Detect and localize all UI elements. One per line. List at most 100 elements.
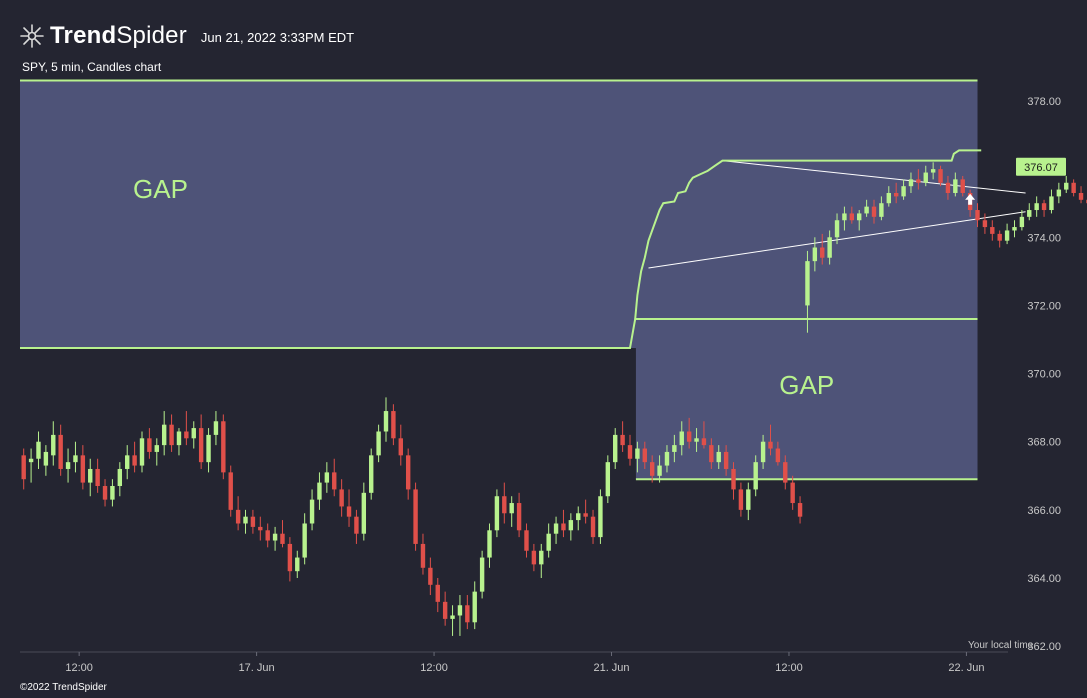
- candle-body: [768, 441, 773, 449]
- candle-body: [613, 434, 618, 463]
- brand-name-light: Spider: [116, 22, 187, 49]
- candle: [243, 509, 248, 534]
- candle-body: [716, 451, 721, 463]
- brand-name-bold: Trend: [50, 22, 117, 49]
- candle: [28, 448, 34, 483]
- candle: [857, 210, 862, 231]
- candle: [516, 492, 522, 538]
- candle-body: [413, 489, 418, 544]
- candle-body: [21, 455, 26, 480]
- candle-body: [376, 431, 381, 456]
- trendline: [722, 160, 1026, 194]
- x-axis: 12:00 17. Jun 12:00 21. Jun 12:00 22. Jun: [20, 651, 1008, 674]
- chart-subtitle: SPY, 5 min, Candles chart: [22, 60, 162, 74]
- candle-body: [258, 526, 263, 531]
- candle: [494, 489, 500, 538]
- candle-body: [58, 434, 63, 469]
- candle: [265, 523, 270, 548]
- candle: [990, 220, 995, 241]
- candle-body: [1064, 182, 1069, 190]
- candle-body: [605, 462, 611, 497]
- candle-body: [405, 455, 411, 490]
- candle: [664, 445, 670, 473]
- candle: [916, 169, 921, 190]
- candle-body: [465, 605, 470, 623]
- candle-body: [43, 451, 49, 466]
- candle: [546, 523, 551, 558]
- candle: [346, 489, 352, 527]
- candle-body: [945, 182, 951, 193]
- candle-body: [161, 424, 167, 446]
- candle-body: [709, 445, 714, 463]
- candle: [487, 523, 492, 568]
- candle: [280, 520, 285, 548]
- candle-body: [760, 441, 766, 463]
- candle: [997, 230, 1002, 248]
- y-tick-label: 372.00: [1027, 300, 1061, 312]
- candle: [627, 434, 633, 466]
- candle: [649, 455, 655, 483]
- candle: [213, 411, 219, 446]
- candle: [250, 509, 256, 534]
- candle-body: [265, 530, 270, 541]
- candle: [58, 424, 63, 476]
- candle: [864, 199, 869, 217]
- candle: [125, 445, 130, 480]
- candle-body: [1041, 203, 1047, 211]
- candle: [383, 397, 389, 442]
- candle-body: [561, 523, 566, 531]
- candle: [450, 605, 455, 636]
- candle: [21, 448, 26, 490]
- candle-body: [95, 468, 100, 487]
- candle-body: [598, 496, 603, 538]
- candle: [198, 414, 204, 469]
- candle-body: [990, 227, 995, 234]
- candle-body: [442, 601, 448, 619]
- candle-body: [65, 462, 71, 469]
- candle: [812, 237, 818, 272]
- candle: [553, 516, 559, 544]
- candle: [731, 462, 736, 500]
- candle-body: [1056, 189, 1062, 197]
- candle: [775, 441, 781, 466]
- candle: [893, 182, 899, 204]
- y-tick-label: 366.00: [1027, 505, 1061, 517]
- candle-body: [295, 557, 300, 572]
- x-tick-label: 12:00: [65, 662, 93, 674]
- candle-body: [649, 462, 655, 476]
- candle-body: [997, 233, 1002, 241]
- candle-body: [879, 203, 884, 217]
- candle: [147, 428, 152, 459]
- candle: [849, 206, 855, 224]
- candle-body: [812, 247, 818, 262]
- candle-body: [420, 543, 426, 568]
- candle: [428, 557, 433, 596]
- candle-body: [982, 220, 988, 228]
- y-tick-label: 368.00: [1027, 437, 1061, 449]
- candle: [479, 550, 485, 599]
- candle: [982, 213, 988, 234]
- candle-body: [361, 492, 367, 534]
- candle-body: [686, 431, 692, 442]
- candle-body: [953, 179, 958, 193]
- candle-body: [147, 438, 152, 452]
- candle-body: [317, 482, 322, 500]
- candle: [953, 172, 958, 197]
- candle-body: [176, 431, 182, 446]
- candle: [760, 434, 766, 469]
- y-tick-label: 362.00: [1027, 641, 1061, 653]
- candle: [272, 526, 278, 551]
- candle: [709, 438, 714, 469]
- candle-body: [235, 509, 241, 524]
- candle: [405, 448, 411, 500]
- candle: [80, 445, 86, 490]
- candle: [960, 175, 965, 197]
- candle: [871, 199, 877, 224]
- candle-body: [36, 441, 41, 459]
- candle-body: [916, 179, 921, 183]
- candle: [442, 591, 448, 626]
- candle: [1012, 220, 1017, 238]
- candle-body: [568, 520, 574, 531]
- candle: [879, 196, 884, 221]
